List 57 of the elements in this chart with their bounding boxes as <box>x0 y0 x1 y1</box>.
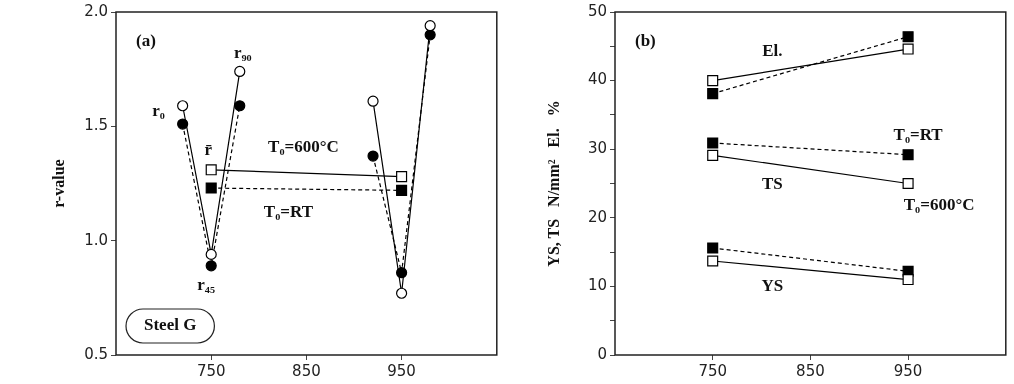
y-tick-label: 50 <box>587 1 607 20</box>
annotation: T₀=RT <box>263 201 314 221</box>
point <box>424 20 436 32</box>
annotation: T₀=600°C <box>903 194 975 214</box>
point <box>177 100 189 112</box>
point <box>367 95 379 107</box>
point <box>707 137 719 149</box>
point <box>396 287 408 299</box>
y-tick-label: 1.5 <box>84 116 108 135</box>
annotation: r₉₀ <box>233 42 252 62</box>
annotation: (b) <box>635 31 656 51</box>
point <box>367 150 379 162</box>
annotation: Steel G <box>144 315 197 335</box>
annotation: T₀=RT <box>893 125 944 145</box>
y-axis-title: r-value <box>50 159 68 208</box>
point <box>707 255 719 267</box>
point <box>902 149 914 161</box>
point <box>902 273 914 286</box>
point <box>234 65 246 78</box>
y-tick-label: 1.0 <box>84 230 108 249</box>
annotation: El. <box>762 41 783 61</box>
x-tick-label: 950 <box>893 361 923 380</box>
y-tick-label: 40 <box>587 70 607 89</box>
point <box>902 177 914 190</box>
point <box>707 242 719 254</box>
y-tick-label: 2.0 <box>84 1 108 20</box>
annotation: r₀ <box>152 101 165 121</box>
y-tick-label: 30 <box>587 139 607 158</box>
annotation: r̄ <box>204 140 213 160</box>
y-tick-label: 0 <box>597 344 607 363</box>
y-axis-title: YS, TS N/mm² El. % <box>545 100 563 267</box>
point <box>707 149 719 161</box>
point <box>707 88 719 100</box>
point <box>396 171 408 183</box>
x-tick-label: 750 <box>196 361 226 380</box>
annotation: T₀=600°C <box>268 137 339 157</box>
point <box>205 260 217 272</box>
annotation: TS <box>762 174 783 194</box>
y-tick-label: 20 <box>587 207 607 226</box>
point <box>205 164 217 176</box>
point <box>205 248 217 260</box>
y-tick-label: 10 <box>587 276 607 295</box>
annotation: r₄₅ <box>197 275 216 295</box>
point <box>205 182 217 194</box>
annotation: YS <box>761 276 784 296</box>
x-tick-label: 950 <box>387 361 416 380</box>
point <box>902 31 914 43</box>
x-tick-label: 750 <box>698 361 728 380</box>
point <box>902 43 914 55</box>
y-tick-label: 0.5 <box>84 344 108 363</box>
x-tick-label: 850 <box>292 361 321 380</box>
x-tick-label: 850 <box>796 361 825 380</box>
point <box>707 75 719 87</box>
point <box>177 118 189 130</box>
annotation: (a) <box>136 31 156 51</box>
point <box>396 184 408 196</box>
point <box>234 100 246 112</box>
